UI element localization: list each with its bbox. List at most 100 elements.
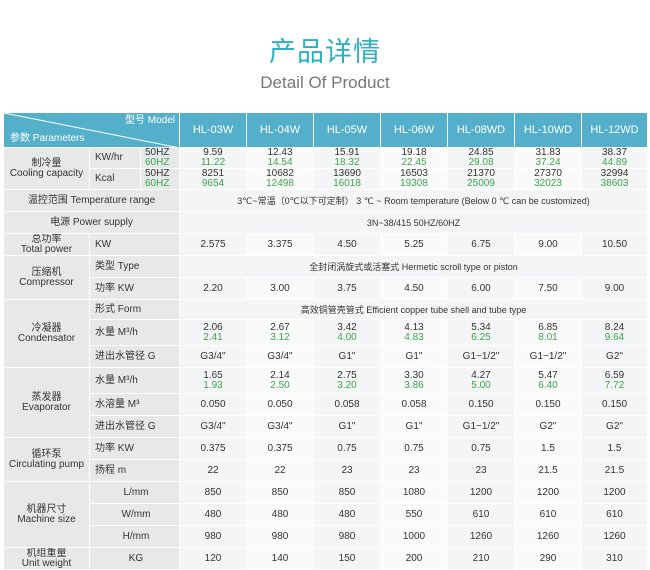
cell-line: 机器尺寸 Machine size bbox=[17, 503, 76, 525]
cell-line: 9.64 bbox=[604, 331, 625, 343]
cell-line: 13690 bbox=[333, 168, 361, 179]
cell-line: 44.89 bbox=[601, 157, 628, 168]
table-cell: 1260 bbox=[447, 525, 515, 548]
table-cell: 4.50 bbox=[380, 277, 448, 300]
table-cell: 610 bbox=[514, 503, 582, 526]
table-cell: 2.575 bbox=[179, 233, 247, 256]
cell-line: 21370 bbox=[467, 168, 495, 179]
table-cell: 32994 38603 bbox=[581, 168, 648, 190]
table-cell: 1200 bbox=[447, 481, 515, 504]
table-cell: 2.06 2.41 bbox=[179, 319, 247, 346]
table-cell: 1.5 bbox=[581, 437, 648, 460]
table-row: W/mm 480 480 480 550 610 610 610 bbox=[4, 503, 648, 526]
table-cell: 10.50 bbox=[581, 233, 648, 256]
unit-label: 进出水管径 G bbox=[89, 345, 180, 368]
table-cell: 3.00 bbox=[246, 277, 314, 300]
table-cell: 150 bbox=[313, 547, 381, 570]
table-cell: 0.150 bbox=[581, 393, 648, 416]
table-row: 水量 M³/h 2.06 2.41 2.67 3.12 3.42 4.00 4.13 4.83 5… bbox=[4, 319, 648, 346]
cell-line: 3.12 bbox=[270, 331, 290, 343]
table-cell: 全封闭涡旋式或活塞式 Hermetic scroll type or pisto… bbox=[179, 255, 648, 278]
cell-line: 8251 bbox=[201, 168, 225, 179]
cell-line: 32994 bbox=[600, 168, 629, 179]
table-cell: 3.30 3.86 bbox=[380, 367, 448, 394]
cell-line: 25009 bbox=[467, 178, 495, 189]
model-header: HL-08WD bbox=[447, 112, 515, 148]
table-cell: 5.34 6.25 bbox=[447, 319, 515, 346]
row-label: 机组重量 Unit weight bbox=[3, 547, 90, 570]
table-row: 蒸发器 Evaporator 水量 M³/h 1.65 1.93 2.14 2.50 2.75… bbox=[3, 367, 648, 438]
table-row: 扬程 m 22 22 23 23 23 21.5 21.5 bbox=[4, 459, 648, 482]
page-subtitle: Detail Of Product bbox=[260, 73, 390, 92]
table-cell: 610 bbox=[581, 503, 648, 526]
kcal-unit: Kcal bbox=[95, 173, 115, 184]
row-label: 压缩机 Compressor bbox=[3, 255, 90, 300]
table-cell: 480 bbox=[246, 503, 314, 526]
cell-line: 循环泵 Circulating pump bbox=[8, 448, 85, 470]
cell-line: 2.50 bbox=[270, 379, 290, 391]
cell-line: 12498 bbox=[266, 178, 294, 189]
cell-line: 11.22 bbox=[200, 157, 226, 168]
cell-line: 19.18 bbox=[401, 147, 427, 158]
table-cell: 8.24 9.64 bbox=[581, 319, 648, 346]
cell-line: 31.83 bbox=[535, 147, 561, 158]
kw-unit: KW/hr bbox=[95, 152, 123, 163]
cell-line: 37.24 bbox=[535, 157, 561, 168]
table-cell: 8251 9654 bbox=[179, 168, 247, 190]
cell-line: 5.34 bbox=[471, 321, 491, 333]
cell-line: 压缩机 Compressor bbox=[19, 266, 74, 288]
table-cell: 3℃~常温（0℃以下可定制） 3 ℃ ~ Room temperature (B… bbox=[179, 189, 648, 212]
table-cell: 0.050 bbox=[246, 393, 314, 416]
cell-line: 4.83 bbox=[404, 331, 424, 343]
table-cell: 21370 25009 bbox=[447, 168, 515, 190]
table-row: 冷凝器 Condensator 形式 Form 高效铜管壳管式 Efficient c… bbox=[3, 299, 648, 368]
table-cell: G3/4" bbox=[179, 415, 247, 438]
cell-line: 10682 bbox=[266, 168, 294, 179]
page-title: 产品详情 bbox=[269, 37, 381, 68]
table-cell: 120 bbox=[179, 547, 247, 570]
cell-line: 2.67 bbox=[270, 321, 290, 333]
table-row: 机组重量 Unit weight KG 120 140 150 200 210 290 310 bbox=[3, 547, 648, 570]
table-cell: 15.91 18.32 bbox=[313, 147, 381, 169]
unit-label: 扬程 m bbox=[89, 459, 180, 482]
table-cell: G1" bbox=[380, 345, 448, 368]
cell-line: 3.42 bbox=[337, 321, 357, 333]
cell-line: 6.25 bbox=[471, 331, 491, 343]
parameters-label: 参数 Parameters bbox=[10, 133, 85, 144]
table-cell: 2.67 3.12 bbox=[246, 319, 314, 346]
table-cell: 0.058 bbox=[380, 393, 448, 416]
table-cell: 850 bbox=[313, 481, 381, 504]
table-cell: 1.5 bbox=[514, 437, 582, 460]
cell-line: 4.13 bbox=[404, 321, 424, 333]
model-label: 型号 Model bbox=[124, 115, 175, 126]
table-cell: 19.18 22.45 bbox=[380, 147, 448, 169]
hz60: 60HZ bbox=[145, 157, 170, 168]
table-row: 水溶量 M³ 0.050 0.050 0.058 0.058 0.150 0.150 0.15… bbox=[4, 393, 648, 416]
table-cell: 0.058 bbox=[313, 393, 381, 416]
cell-line: 18.32 bbox=[334, 157, 360, 168]
table-cell: 5.25 bbox=[380, 233, 448, 256]
unit-label: 形式 Form bbox=[89, 299, 180, 320]
table-cell: 200 bbox=[380, 547, 448, 570]
unit-label: KW/hr 50HZ 60HZ bbox=[89, 147, 180, 169]
cell-line: 19308 bbox=[400, 178, 428, 189]
table-cell: 12.43 14.54 bbox=[246, 147, 314, 169]
cell-line: 8.24 bbox=[604, 321, 625, 333]
unit-label: 功率 KW bbox=[89, 437, 180, 460]
table-cell: 850 bbox=[246, 481, 314, 504]
cell-line: 14.54 bbox=[267, 157, 293, 168]
table-cell: 23 bbox=[380, 459, 448, 482]
table-cell: 290 bbox=[514, 547, 582, 570]
table-cell: G1" bbox=[313, 345, 381, 368]
cell-line: 8.01 bbox=[538, 331, 558, 343]
row-label: 电源 Power supply bbox=[3, 211, 180, 234]
table-row: 功率 KW 2.20 3.00 3.75 4.50 6.00 7.50 9.00 bbox=[4, 277, 648, 300]
unit-label: 功率 KW bbox=[89, 277, 180, 300]
cell-line: 24.85 bbox=[468, 147, 494, 158]
table-cell: 3.75 bbox=[313, 277, 381, 300]
cell-line: 机组重量 Unit weight bbox=[21, 547, 72, 569]
table-cell: 6.59 7.72 bbox=[581, 367, 648, 394]
cell-line: 2.06 bbox=[203, 321, 223, 333]
table-cell: 1260 bbox=[514, 525, 582, 548]
cell-line: 2.75 bbox=[337, 369, 357, 381]
